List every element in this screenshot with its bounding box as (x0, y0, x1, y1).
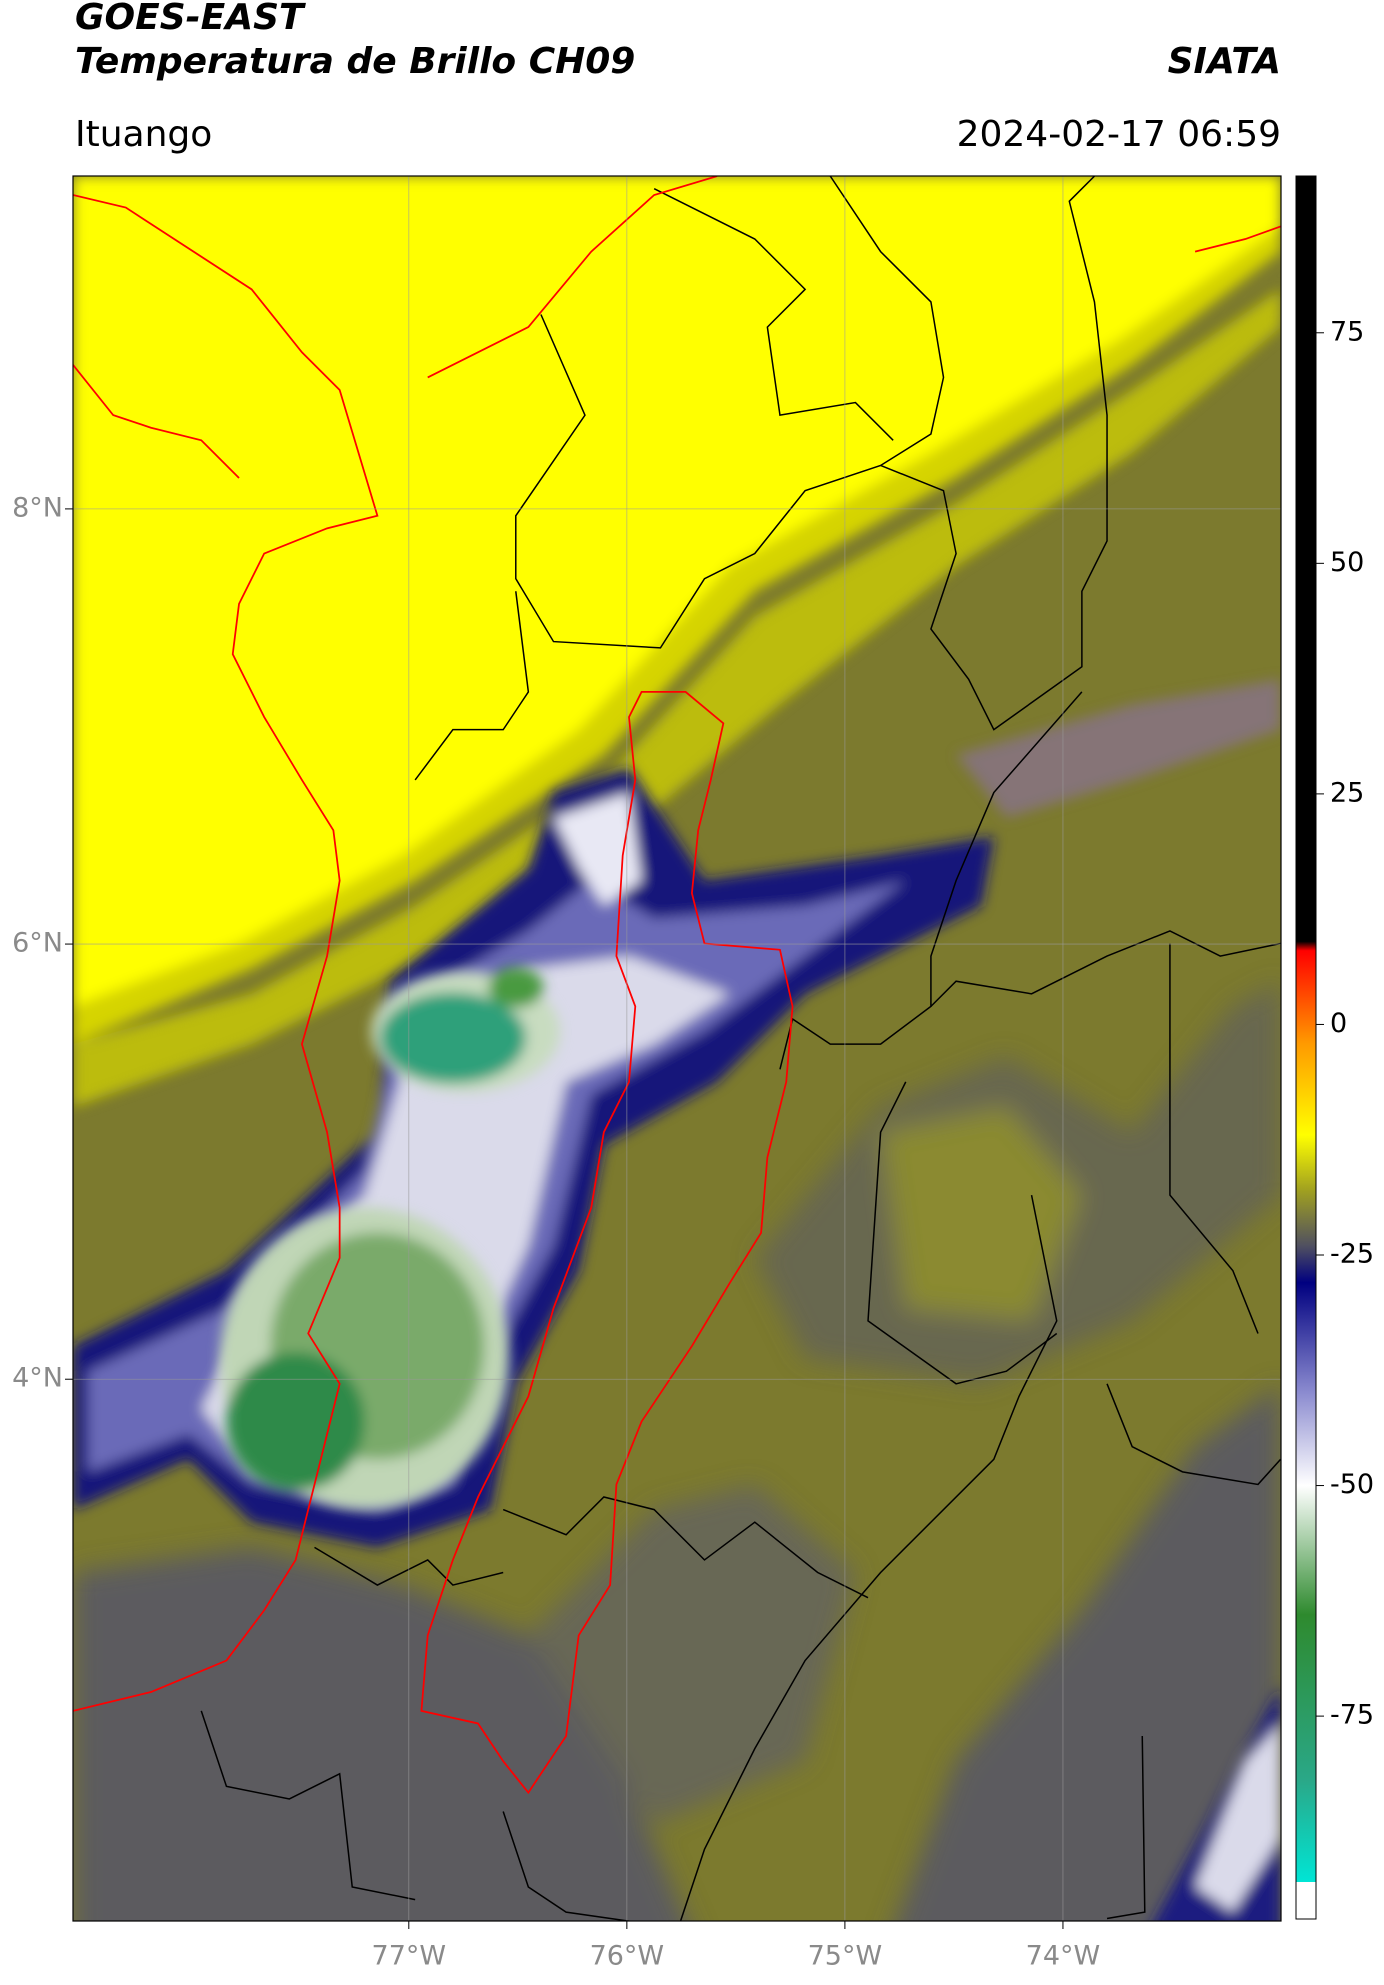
datetime: 2024-02-17 06:59 (957, 114, 1281, 155)
satellite-field (73, 176, 1281, 1921)
y-tick-label: 6°N (12, 928, 63, 959)
coastline (73, 176, 1281, 1795)
x-tick-label: 75°W (808, 1941, 883, 1972)
y-tick-label: 8°N (12, 492, 63, 523)
colorbar (1295, 175, 1317, 1920)
x-tick-label: 76°W (590, 1941, 665, 1972)
axes: 77°W 76°W 75°W 74°W 4°N 6°N 8°N -75 -50 -25 0 25 50 7… (12, 316, 1374, 1971)
colorbar-tick-label: 25 (1330, 777, 1364, 808)
y-tick-label: 4°N (12, 1363, 63, 1394)
colorbar-tick-label: 75 (1330, 316, 1364, 347)
colorbar-tick-label: 0 (1330, 1008, 1347, 1039)
colorbar-tick-label: 50 (1330, 547, 1364, 578)
colorbar-tick-label: -25 (1330, 1239, 1374, 1270)
location: Ituango (75, 114, 212, 155)
x-tick-label: 77°W (372, 1941, 447, 1972)
source: SIATA (1168, 41, 1281, 82)
admin-borders (200, 176, 1281, 1921)
subtitle: Temperatura de Brillo CH09 (75, 41, 635, 82)
map-frame (72, 175, 1282, 1922)
title: GOES-EAST (75, 0, 306, 38)
graticule (73, 176, 1281, 1921)
map (73, 176, 1281, 1921)
colorbar-tick-label: -50 (1330, 1469, 1374, 1500)
colorbar-tick-label: -75 (1330, 1700, 1374, 1731)
x-tick-label: 74°W (1026, 1941, 1101, 1972)
